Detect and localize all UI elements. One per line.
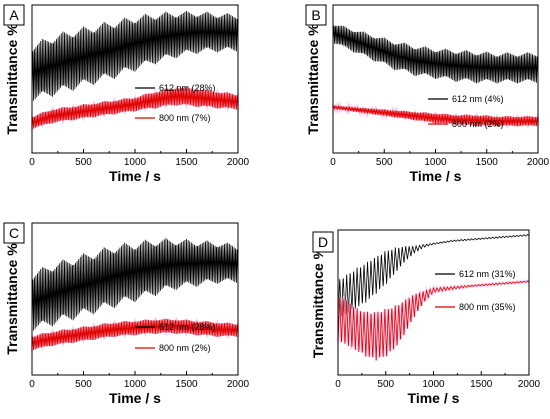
x-tick-label: 500 xyxy=(75,379,92,390)
x-tick-label: 2000 xyxy=(227,157,250,168)
legend-label: 612 nm (31%) xyxy=(459,269,516,279)
series-line-a-0 xyxy=(31,10,239,103)
x-tick-label: 2000 xyxy=(518,379,541,390)
series-glow-d-1 xyxy=(336,279,530,361)
x-tick-label: 1500 xyxy=(175,157,198,168)
panel-letter: C xyxy=(9,225,19,241)
x-axis-title: Time / s xyxy=(410,168,462,184)
x-tick-label: 2000 xyxy=(227,379,250,390)
x-tick-label: 0 xyxy=(29,379,35,390)
series-line-d-0 xyxy=(337,234,530,320)
legend-label: 800 nm (2%) xyxy=(159,343,211,353)
x-axis-title: Time / s xyxy=(109,390,161,406)
x-tick-label: 1500 xyxy=(175,379,198,390)
series-line-c-0 xyxy=(31,238,239,333)
legend-label: 800 nm (35%) xyxy=(459,302,516,312)
panel-b: 0 500 1000 1500 2000 Time / s Transmittance % 6… xyxy=(305,4,550,184)
y-axis-title: Transmittance % xyxy=(305,23,321,135)
x-tick-label: 2000 xyxy=(527,157,550,168)
series-line-a-1 xyxy=(31,87,239,130)
x-axis-title: Time / s xyxy=(109,168,161,184)
y-axis-title: Transmittance % xyxy=(4,23,20,135)
panel-letter-box xyxy=(3,222,25,244)
legend-label: 800 nm (7%) xyxy=(159,113,211,123)
y-axis-title: Transmittance % xyxy=(4,243,20,355)
panel-letter-box xyxy=(312,231,334,253)
legend-label: 612 nm (4%) xyxy=(452,94,504,104)
x-tick-label: 1500 xyxy=(470,379,493,390)
series-line-c-1 xyxy=(31,318,239,351)
panel-letter: D xyxy=(318,234,328,250)
x-tick-label: 500 xyxy=(376,157,393,168)
x-tick-label: 1000 xyxy=(424,157,447,168)
panel-letter: A xyxy=(9,7,19,23)
panel-d: 0 500 1000 1500 2000 Time / s Transmittance % 6… xyxy=(310,229,541,406)
x-tick-label: 0 xyxy=(335,379,341,390)
panel-c: 0 500 1000 1500 2000 Time / s Transmittance % 6… xyxy=(3,222,250,406)
y-axis-title: Transmittance % xyxy=(310,246,326,358)
panel-letter-box xyxy=(305,4,327,26)
x-axis-title: Time / s xyxy=(408,390,460,406)
legend-label: 800 nm (2%) xyxy=(452,119,504,129)
series-line-b-0 xyxy=(332,25,539,84)
x-tick-label: 500 xyxy=(75,157,92,168)
series-line-d-1 xyxy=(337,280,530,361)
x-tick-label: 500 xyxy=(377,379,394,390)
x-tick-label: 1500 xyxy=(476,157,499,168)
panel-letter: B xyxy=(311,7,320,23)
x-tick-label: 1000 xyxy=(422,379,445,390)
x-tick-label: 0 xyxy=(330,157,336,168)
x-tick-label: 1000 xyxy=(124,157,147,168)
legend-label: 612 nm (28%) xyxy=(159,322,216,332)
panel-letter-box xyxy=(3,4,25,26)
panel-a: 0 500 1000 1500 2000 Time / s Transmittance % 6… xyxy=(3,4,250,184)
legend-label: 612 nm (28%) xyxy=(159,83,216,93)
x-tick-label: 1000 xyxy=(124,379,147,390)
x-tick-label: 0 xyxy=(29,157,35,168)
